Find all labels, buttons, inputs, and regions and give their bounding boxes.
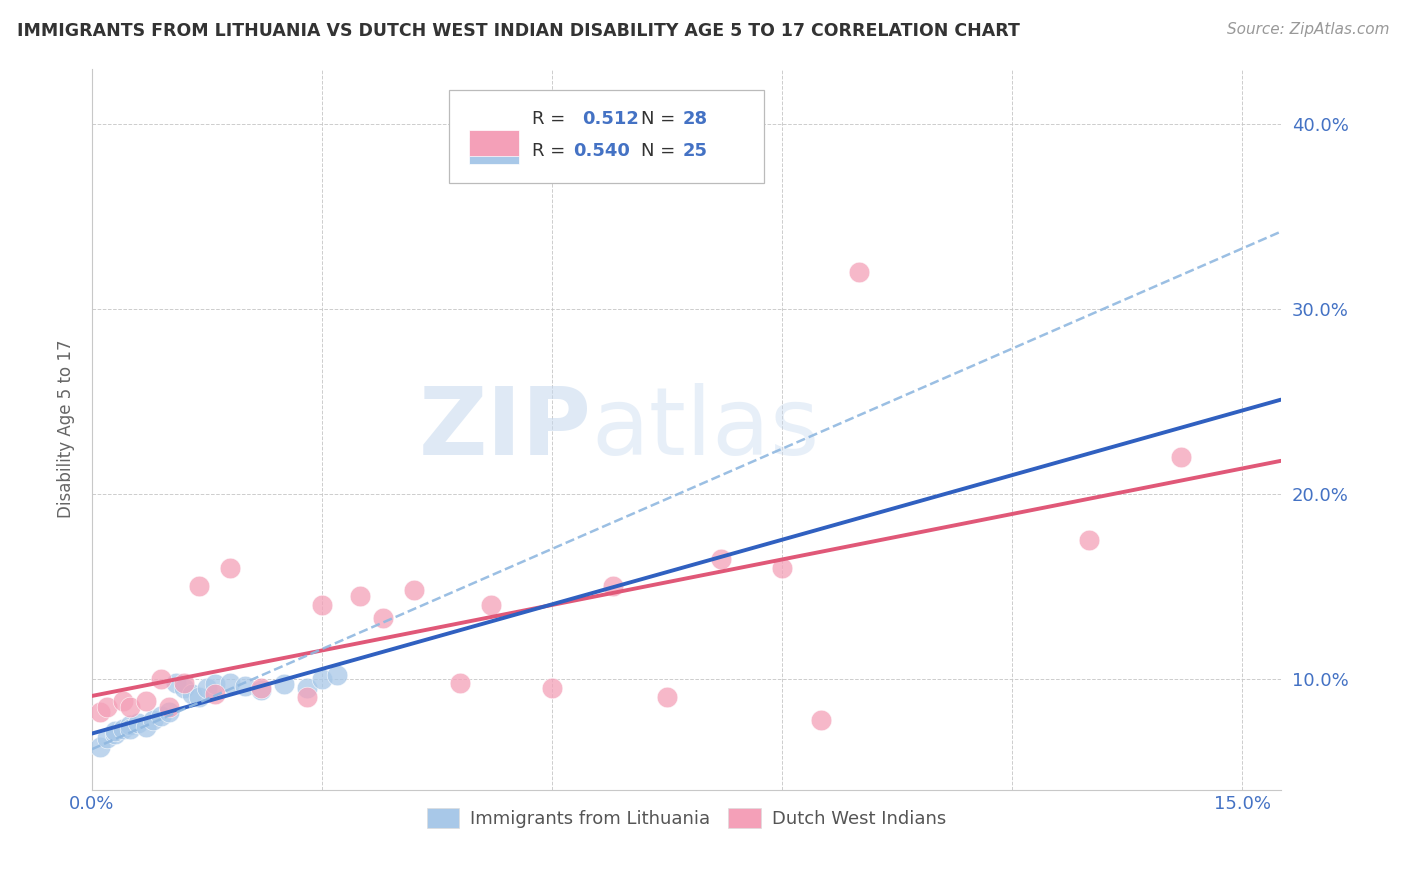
Text: Source: ZipAtlas.com: Source: ZipAtlas.com — [1226, 22, 1389, 37]
Point — [311, 598, 333, 612]
Point — [142, 713, 165, 727]
Point — [104, 723, 127, 738]
Point — [295, 681, 318, 696]
Point — [810, 713, 832, 727]
Point — [173, 675, 195, 690]
Point — [710, 551, 733, 566]
Point — [96, 699, 118, 714]
Point — [311, 672, 333, 686]
Point — [195, 681, 218, 696]
Point — [188, 579, 211, 593]
Text: 28: 28 — [683, 110, 707, 128]
Point — [135, 694, 157, 708]
Point — [173, 681, 195, 696]
FancyBboxPatch shape — [468, 138, 519, 164]
Point — [219, 675, 242, 690]
Point — [149, 709, 172, 723]
Point — [127, 716, 149, 731]
Point — [180, 687, 202, 701]
Point — [449, 675, 471, 690]
Point — [848, 265, 870, 279]
Y-axis label: Disability Age 5 to 17: Disability Age 5 to 17 — [58, 340, 75, 518]
Point — [165, 675, 187, 690]
Text: R =: R = — [531, 110, 571, 128]
Text: IMMIGRANTS FROM LITHUANIA VS DUTCH WEST INDIAN DISABILITY AGE 5 TO 17 CORRELATIO: IMMIGRANTS FROM LITHUANIA VS DUTCH WEST … — [17, 22, 1019, 40]
Point — [602, 579, 624, 593]
Point — [541, 681, 564, 696]
Point — [157, 705, 180, 719]
Text: ZIP: ZIP — [419, 384, 591, 475]
FancyBboxPatch shape — [449, 90, 763, 183]
Point — [402, 583, 425, 598]
Point — [89, 705, 111, 719]
Point — [273, 677, 295, 691]
Point — [1170, 450, 1192, 464]
Point — [104, 727, 127, 741]
Point — [233, 679, 256, 693]
Point — [657, 690, 679, 705]
Point — [204, 677, 226, 691]
Point — [349, 589, 371, 603]
Point — [204, 687, 226, 701]
Text: N =: N = — [641, 110, 681, 128]
Text: 0.512: 0.512 — [582, 110, 638, 128]
Point — [96, 731, 118, 745]
Text: 0.540: 0.540 — [574, 143, 630, 161]
Text: R =: R = — [531, 143, 571, 161]
Point — [770, 561, 793, 575]
Text: atlas: atlas — [591, 384, 820, 475]
Point — [157, 699, 180, 714]
Point — [120, 718, 142, 732]
Legend: Immigrants from Lithuania, Dutch West Indians: Immigrants from Lithuania, Dutch West In… — [419, 801, 953, 835]
Point — [120, 722, 142, 736]
Point — [1078, 533, 1101, 548]
Point — [149, 672, 172, 686]
Point — [120, 699, 142, 714]
Point — [326, 668, 349, 682]
Point — [249, 683, 271, 698]
Point — [89, 740, 111, 755]
Point — [479, 598, 502, 612]
Point — [188, 690, 211, 705]
Point — [295, 690, 318, 705]
Point — [249, 681, 271, 696]
Point — [135, 720, 157, 734]
Point — [111, 694, 134, 708]
FancyBboxPatch shape — [468, 130, 519, 156]
Text: N =: N = — [641, 143, 681, 161]
Point — [219, 561, 242, 575]
Text: 25: 25 — [683, 143, 707, 161]
Point — [111, 722, 134, 736]
Point — [373, 611, 395, 625]
